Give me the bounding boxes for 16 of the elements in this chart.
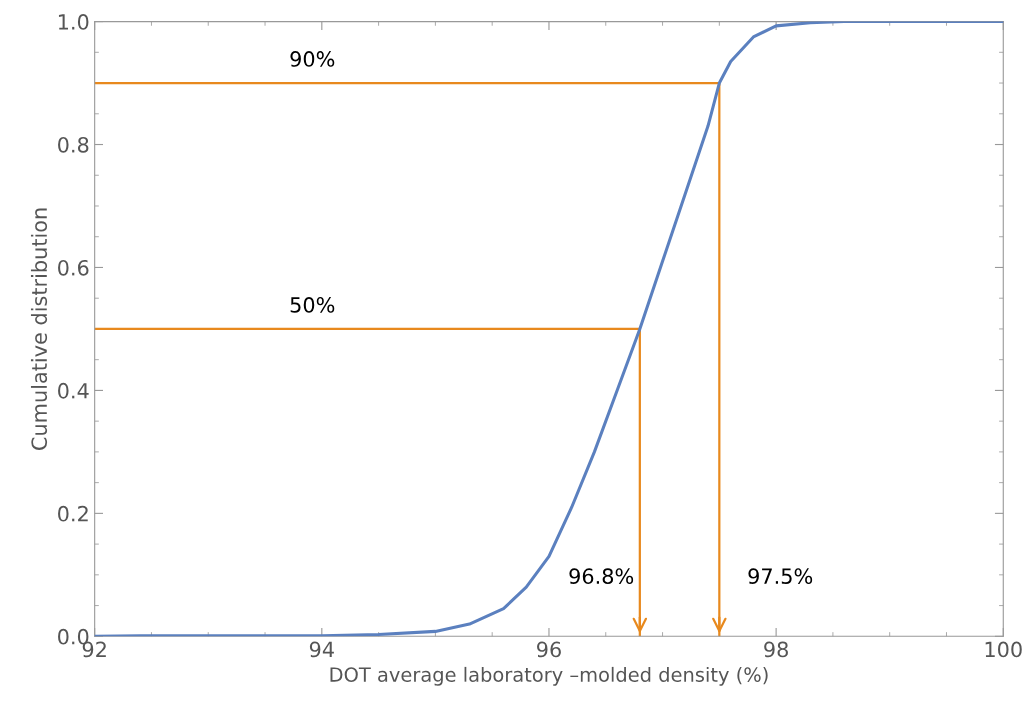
annotation: 97.5%	[748, 568, 813, 585]
x-tick-label: 96	[537, 641, 561, 658]
y-tick-label: 0.4	[58, 382, 89, 399]
y-axis-title: Cumulative distribution	[30, 208, 48, 450]
y-tick-label: 0.2	[58, 505, 88, 522]
line-series	[94, 21, 1004, 637]
x-tick-label: 94	[309, 641, 334, 658]
x-axis-title: DOT average laboratory –molded density (%)	[330, 666, 768, 686]
annotation: 90%	[290, 51, 335, 67]
annotation: 50%	[290, 297, 335, 313]
x-tick-label: 98	[764, 641, 788, 658]
y-tick-label: 1.0	[58, 14, 89, 30]
y-tick-label: 0.6	[58, 259, 89, 276]
annotation: 96.8%	[569, 568, 634, 585]
x-tick-label: 100	[985, 641, 1022, 658]
y-tick-label: 0.8	[58, 136, 89, 153]
